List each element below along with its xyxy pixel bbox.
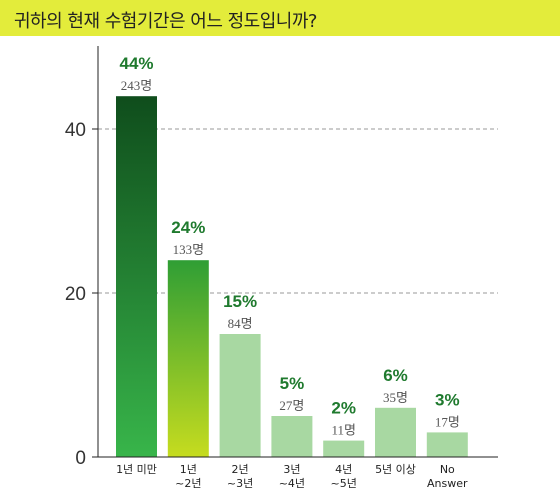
- percent-label: 44%: [119, 54, 153, 73]
- count-label: 133명: [173, 242, 204, 257]
- bar: [426, 432, 468, 457]
- count-label: 35명: [383, 390, 408, 405]
- bar: [375, 407, 416, 457]
- x-tick-label: 2년: [232, 463, 249, 476]
- x-tick-label: ~3년: [227, 477, 253, 490]
- bar: [323, 440, 365, 457]
- y-axis: 0 20 40: [65, 46, 99, 469]
- count-label: 11명: [331, 423, 355, 438]
- count-label: 17명: [435, 414, 460, 429]
- percent-label: 2%: [331, 399, 356, 418]
- percent-label: 15%: [223, 292, 257, 311]
- title-band: 귀하의 현재 수험기간은 어느 정도입니까?: [0, 0, 560, 36]
- x-tick-label: 1년: [180, 463, 197, 476]
- x-tick-label: 4년: [335, 463, 352, 476]
- count-label: 84명: [228, 316, 253, 331]
- count-label: 27명: [279, 398, 304, 413]
- x-tick-label: No: [440, 463, 455, 476]
- x-tick-label: ~5년: [331, 477, 357, 490]
- percent-label: 24%: [171, 218, 205, 237]
- x-tick-label: ~4년: [279, 477, 305, 490]
- bar: [219, 334, 261, 457]
- percent-label: 3%: [435, 390, 460, 409]
- x-tick-label: 1년 미만: [116, 463, 157, 476]
- chart-title: 귀하의 현재 수험기간은 어느 정도입니까?: [14, 11, 317, 32]
- bar-chart: 0 20 40 243명 44% 133명 24% 84명 15% 27명 5% 11명 2% 35명 6…: [65, 46, 498, 490]
- y-tick-label: 20: [65, 284, 86, 305]
- x-tick-label: 5년 이상: [375, 463, 416, 476]
- y-tick-label: 0: [75, 448, 86, 469]
- grid-lines: [98, 128, 498, 294]
- bar: [116, 96, 157, 457]
- y-tick-label: 40: [65, 120, 86, 141]
- count-label: 243명: [121, 78, 152, 93]
- x-tick-label: ~2년: [175, 477, 201, 490]
- x-tick-label: Answer: [427, 477, 468, 490]
- bar: [167, 260, 209, 457]
- bar: [271, 416, 313, 457]
- percent-label: 5%: [280, 374, 305, 393]
- bars: 243명 44% 133명 24% 84명 15% 27명 5% 11명 2% 35명 6% 17명 3%: [116, 54, 468, 457]
- x-tick-label: 3년: [283, 463, 300, 476]
- percent-label: 6%: [383, 366, 408, 385]
